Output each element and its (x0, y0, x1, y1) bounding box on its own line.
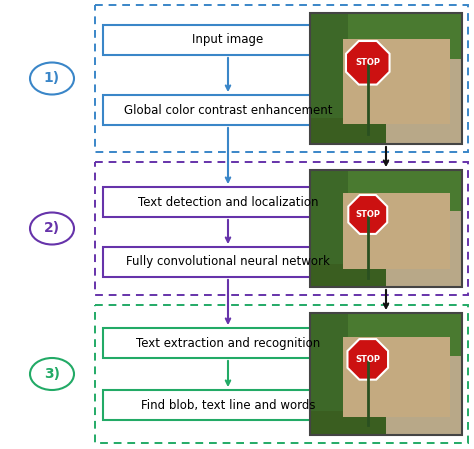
Bar (310, 170, 462, 211)
Bar (310, 313, 462, 435)
Text: Text extraction and recognition: Text extraction and recognition (136, 336, 320, 349)
Bar (310, 13, 462, 144)
Bar (344, 39, 450, 124)
Bar (310, 170, 348, 287)
Bar (103, 25, 353, 55)
Polygon shape (347, 339, 388, 380)
Text: 1): 1) (44, 71, 60, 85)
Bar (103, 247, 353, 277)
Text: STOP: STOP (355, 355, 380, 364)
Text: 2): 2) (44, 221, 60, 235)
Text: Find blob, text line and words: Find blob, text line and words (141, 399, 315, 411)
Bar (310, 170, 462, 287)
Bar (310, 264, 386, 287)
Polygon shape (348, 195, 387, 234)
Text: STOP: STOP (355, 58, 380, 67)
Text: Text detection and localization: Text detection and localization (138, 195, 318, 208)
Bar (310, 313, 462, 356)
Bar (95, 305, 468, 443)
Bar (310, 13, 462, 144)
Bar (344, 337, 450, 417)
Bar (103, 390, 353, 420)
Bar (103, 95, 353, 125)
Bar (103, 187, 353, 217)
Bar (103, 328, 353, 358)
Text: STOP: STOP (355, 210, 380, 219)
Bar (310, 313, 348, 435)
Bar (310, 313, 462, 435)
Text: Fully convolutional neural network: Fully convolutional neural network (126, 255, 330, 269)
Text: 3): 3) (44, 367, 60, 381)
Bar (310, 170, 462, 287)
Bar (95, 162, 468, 295)
Bar (310, 118, 386, 144)
Bar (310, 410, 386, 435)
Text: Input image: Input image (192, 34, 264, 47)
Bar (310, 13, 462, 59)
Bar (95, 5, 468, 152)
Text: Global color contrast enhancement: Global color contrast enhancement (124, 104, 332, 116)
Bar (344, 194, 450, 269)
Bar (310, 13, 348, 144)
Polygon shape (346, 41, 390, 84)
